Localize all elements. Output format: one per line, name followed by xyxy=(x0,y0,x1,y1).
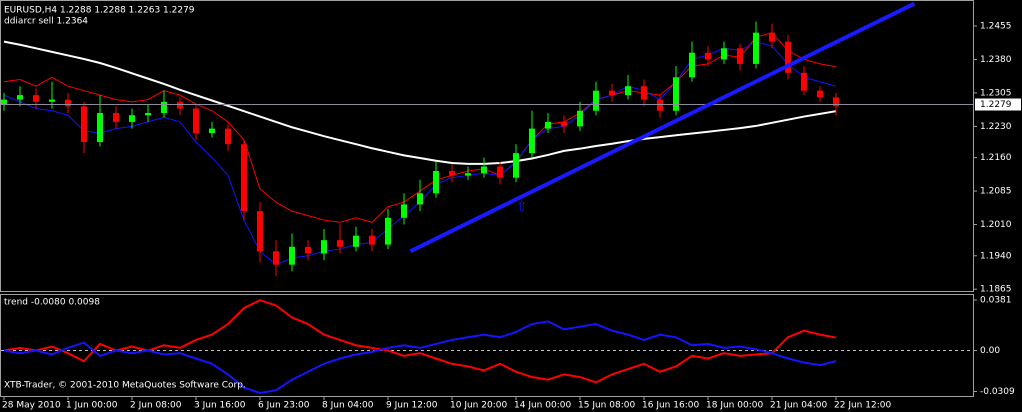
candle-body xyxy=(513,153,519,178)
y-tick-label: 1.2380 xyxy=(980,55,1012,65)
candle-body xyxy=(385,217,391,245)
y-tick-label: 1.2455 xyxy=(980,21,1012,31)
candle-body xyxy=(433,170,439,194)
x-tick-label: 9 Jun 12:00 xyxy=(386,401,438,411)
candle-body xyxy=(49,99,55,102)
y-tick-label: 0.0381 xyxy=(980,296,1012,306)
candle-body xyxy=(625,86,631,96)
indicator-panel-frame xyxy=(0,294,974,397)
indicator-title: trend -0.0080 0.0098 xyxy=(4,298,100,308)
candle-body xyxy=(545,121,551,129)
candle-body xyxy=(145,112,151,116)
x-tick-label: 21 Jun 04:00 xyxy=(770,401,827,411)
y-tick-label: 1.2305 xyxy=(980,88,1012,98)
candle-body xyxy=(161,101,167,113)
candle-body xyxy=(689,52,695,78)
price-box xyxy=(975,98,1021,111)
x-tick-label: 10 Jun 20:00 xyxy=(450,401,507,411)
candle-body xyxy=(561,121,567,127)
x-tick-label: 16 Jun 16:00 xyxy=(642,401,699,411)
y-tick-label: 1.1940 xyxy=(980,251,1012,261)
y-tick-label: 1.2160 xyxy=(980,153,1012,163)
candle-body xyxy=(257,211,263,252)
candle-body xyxy=(449,170,455,176)
candle-body xyxy=(657,99,663,111)
x-tick-label: 15 Jun 08:00 xyxy=(578,401,635,411)
candle-body xyxy=(817,90,823,98)
candle-body xyxy=(769,32,775,42)
chart-subtitle: ddiarcr sell 1.2364 xyxy=(4,17,88,27)
candle-body xyxy=(737,48,743,64)
candle-body xyxy=(785,41,791,73)
trendline xyxy=(409,1,916,254)
signal-arrow: ⇧ xyxy=(516,199,528,215)
x-tick-label: 1 Jun 00:00 xyxy=(66,401,118,411)
candle-body xyxy=(641,86,647,100)
candle-body xyxy=(801,72,807,91)
candle-body xyxy=(177,101,183,109)
main-panel-frame xyxy=(0,0,974,292)
candle-body xyxy=(289,246,295,265)
candle-body xyxy=(417,193,423,205)
candle-body xyxy=(721,48,727,60)
x-tick-label: 14 Jun 00:00 xyxy=(514,401,571,411)
chart-title: EURUSD,H4 1.2288 1.2288 1.2263 1.2279 xyxy=(4,6,195,16)
candle-body xyxy=(305,246,311,254)
candle-body xyxy=(353,235,359,247)
footer: XTB-Trader, © 2001-2010 MetaQuotes Softw… xyxy=(4,381,246,391)
y-tick-label: 1.2085 xyxy=(980,187,1012,197)
y-tick-label: 1.2230 xyxy=(980,122,1012,132)
x-tick-label: 22 Jun 12:00 xyxy=(834,401,891,411)
candle-body xyxy=(97,112,103,142)
candle-body xyxy=(17,95,23,100)
x-tick-label: 2 Jun 08:00 xyxy=(130,401,182,411)
indicator-line xyxy=(3,299,837,384)
candle-body xyxy=(209,128,215,134)
candle-body xyxy=(129,115,135,122)
x-tick-label: 8 Jun 04:00 xyxy=(322,401,374,411)
candle-body xyxy=(593,90,599,111)
candle-body xyxy=(113,112,119,122)
x-tick-label: 18 Jun 00:00 xyxy=(706,401,763,411)
candle-body xyxy=(33,95,39,102)
candle-body xyxy=(401,204,407,218)
price-label: 1.2279 xyxy=(980,100,1012,110)
x-tick-label: 3 Jun 16:00 xyxy=(194,401,246,411)
candle-body xyxy=(321,240,327,254)
candle-body xyxy=(497,166,503,178)
candle-body xyxy=(241,144,247,212)
candle-body xyxy=(193,108,199,134)
y-tick-label: 0.00 xyxy=(980,346,1000,356)
candle-body xyxy=(369,235,375,245)
candle-body xyxy=(705,52,711,60)
candle-body xyxy=(225,128,231,145)
moving-line xyxy=(3,40,837,165)
candle-body xyxy=(673,77,679,111)
candle-body xyxy=(577,110,583,127)
candle-body xyxy=(337,240,343,247)
candle-body xyxy=(753,32,759,64)
y-tick-label: 1.1865 xyxy=(980,285,1012,295)
x-tick-label: 6 Jun 23:00 xyxy=(258,401,310,411)
candle-body xyxy=(273,251,279,265)
x-tick-label: 28 May 2010 xyxy=(2,401,61,411)
candle-body xyxy=(65,99,71,107)
y-tick-label: 1.2010 xyxy=(980,220,1012,230)
candle-body xyxy=(833,97,839,107)
y-tick-label: -0.0309 xyxy=(980,387,1015,397)
candle-body xyxy=(529,128,535,154)
candle-body xyxy=(465,173,471,176)
candle-body xyxy=(609,90,615,96)
candle-body xyxy=(1,99,7,105)
candle-body xyxy=(481,166,487,174)
candle-body xyxy=(81,106,87,142)
indicator-line xyxy=(3,320,837,394)
